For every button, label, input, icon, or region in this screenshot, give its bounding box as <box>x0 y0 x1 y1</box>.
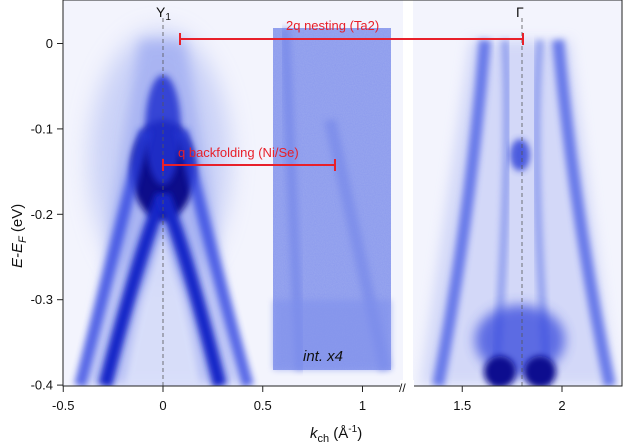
right-spectrum <box>413 0 622 386</box>
backfolding-label: q backfolding (Ni/Se) <box>178 145 299 160</box>
y1-point-label: Y1 <box>156 4 171 23</box>
x-tick-label: 0 <box>159 398 166 413</box>
backfolding-annotation: q backfolding (Ni/Se) <box>162 145 336 171</box>
axes-frame <box>62 0 623 387</box>
x-tick-label: 2 <box>558 398 565 413</box>
y-tick-label: -0.3 <box>31 292 53 307</box>
nesting-annotation: 2q nesting (Ta2) <box>179 18 524 45</box>
x-tick-label: 1.5 <box>453 398 471 413</box>
y-tick-label: -0.1 <box>31 121 53 136</box>
y-tick-label: -0.4 <box>31 378 53 393</box>
x-axis-ticks: -0.5 0 0.5 1 1.5 2 <box>52 386 566 413</box>
y-tick-label: 0 <box>46 36 53 51</box>
nesting-label: 2q nesting (Ta2) <box>286 18 379 33</box>
y-tick-label: -0.2 <box>31 207 53 222</box>
y-axis-label: E-EF (eV) <box>9 204 29 268</box>
inset-spectrum <box>273 27 391 372</box>
x-tick-label: -0.5 <box>52 398 74 413</box>
x-tick-label: 0.5 <box>254 398 272 413</box>
y-axis-ticks: 0 -0.1 -0.2 -0.3 -0.4 <box>31 36 63 393</box>
axis-break-mark: // <box>399 381 406 395</box>
inset-label: int. x4 <box>303 348 343 365</box>
axis-break-strip <box>403 0 413 386</box>
x-axis-label: kch (Å-1) <box>310 424 362 445</box>
x-tick-label: 1 <box>359 398 366 413</box>
gamma-point-label: Γ <box>516 4 524 20</box>
